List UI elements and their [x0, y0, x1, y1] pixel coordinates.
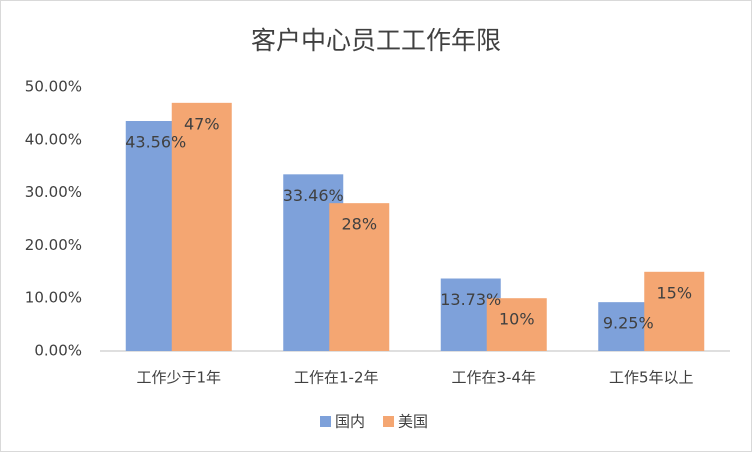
- x-tick-label: 工作5年以上: [609, 369, 694, 387]
- y-tick-label: 10.00%: [25, 289, 82, 307]
- data-label: 28%: [341, 215, 377, 234]
- bar: [329, 203, 390, 351]
- data-label: 10%: [499, 310, 535, 329]
- x-tick-label: 工作在3-4年: [452, 369, 537, 387]
- bar: [644, 271, 705, 351]
- legend-swatch: [383, 416, 395, 427]
- data-label: 33.46%: [283, 186, 344, 205]
- y-tick-label: 30.00%: [25, 183, 82, 201]
- bar: [486, 298, 547, 351]
- x-tick-label: 工作在1-2年: [294, 369, 379, 387]
- data-label: 13.73%: [440, 290, 501, 309]
- y-tick-label: 0.00%: [34, 342, 82, 360]
- data-label: 47%: [184, 114, 220, 133]
- legend-label: 美国: [398, 413, 428, 431]
- legend-swatch: [320, 416, 331, 427]
- x-tick-label: 工作少于1年: [136, 369, 221, 387]
- chart-title: 客户中心员工工作年限: [251, 26, 501, 55]
- data-label: 43.56%: [125, 133, 186, 152]
- data-label: 15%: [656, 283, 692, 302]
- y-tick-label: 40.00%: [25, 130, 82, 148]
- data-label: 9.25%: [603, 314, 654, 333]
- bar: [171, 102, 232, 351]
- y-tick-label: 20.00%: [25, 236, 82, 254]
- legend-label: 国内: [335, 413, 365, 431]
- y-tick-label: 50.00%: [25, 78, 82, 96]
